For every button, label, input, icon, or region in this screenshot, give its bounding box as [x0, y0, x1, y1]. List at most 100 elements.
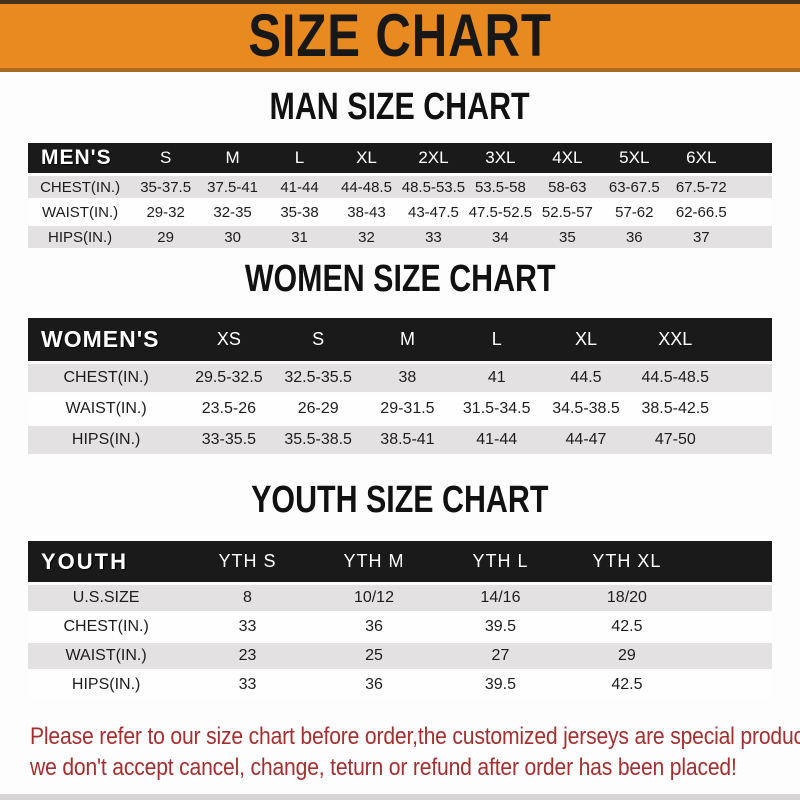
womens-column-header: S	[273, 318, 363, 361]
cell-value: 23	[184, 643, 311, 669]
cell-value: 29	[563, 643, 691, 669]
cell-value: 35	[533, 226, 601, 248]
womens-section-heading-text: WOMEN SIZE CHART	[244, 258, 556, 300]
mens-table-row: HIPS(IN.) 29 30 31 32 33 34 35 36 37	[28, 226, 772, 248]
spacer-cell	[734, 176, 772, 198]
cell-value: 32	[333, 226, 400, 248]
cell-value: 26-29	[273, 395, 363, 423]
mens-size-table: MEN'S S M L XL 2XL 3XL 4XL 5XL 6XL CHEST(IN.) 35-37…	[28, 140, 772, 251]
cell-value: 41-44	[266, 176, 334, 198]
womens-size-section: WOMEN SIZE CHART WOMEN'S XS S M L XL XXL CHEST(I…	[28, 258, 772, 457]
womens-column-header: XXL	[630, 318, 720, 361]
cell-value: 34	[466, 226, 534, 248]
womens-table-row: HIPS(IN.) 33-35.5 35.5-38.5 38.5-41 41-44 44-…	[28, 426, 772, 454]
youth-section-heading-text: YOUTH SIZE CHART	[251, 479, 549, 521]
disclaimer-line-2: we don't accept cancel, change, teturn o…	[30, 754, 737, 781]
spacer-cell	[719, 318, 772, 361]
womens-section-heading: WOMEN SIZE CHART	[28, 258, 772, 300]
cell-value: 29.5-32.5	[184, 364, 274, 392]
youth-column-header: YTH XL	[563, 541, 691, 582]
cell-value: 67.5-72	[667, 176, 735, 198]
youth-table-header-row: YOUTH YTH S YTH M YTH L YTH XL	[28, 541, 772, 582]
spacer-cell	[734, 226, 772, 248]
womens-table-row: CHEST(IN.) 29.5-32.5 32.5-35.5 38 41 44.5 44.5…	[28, 364, 772, 392]
cell-value: 27	[437, 643, 564, 669]
spacer-cell	[734, 201, 772, 223]
womens-size-table: WOMEN'S XS S M L XL XXL CHEST(IN.) 29.5-32.5 32.5…	[28, 315, 772, 457]
size-charts: MAN SIZE CHART MEN'S S M L XL 2XL 3XL 4XL 5XL 6XL C…	[28, 86, 772, 701]
cell-value: 35-37.5	[132, 176, 200, 198]
row-label: CHEST(IN.)	[28, 176, 133, 198]
cell-value: 29	[132, 226, 200, 248]
cell-value: 30	[199, 226, 267, 248]
cell-value: 14/16	[437, 585, 564, 611]
cell-value: 47-50	[630, 426, 720, 454]
cell-value: 48.5-53.5	[399, 176, 467, 198]
cell-value: 35-38	[266, 201, 334, 223]
row-label: HIPS(IN.)	[28, 226, 133, 248]
womens-column-header: XL	[541, 318, 631, 361]
page-title: SIZE CHART	[248, 2, 552, 69]
spacer-cell	[719, 395, 772, 423]
womens-column-header: L	[452, 318, 542, 361]
cell-value: 42.5	[563, 672, 691, 698]
mens-column-header: 5XL	[600, 143, 668, 173]
cell-value: 44-48.5	[333, 176, 400, 198]
cell-value: 33	[184, 614, 311, 640]
spacer-cell	[734, 143, 772, 173]
cell-value: 33	[184, 672, 311, 698]
mens-section-heading: MAN SIZE CHART	[28, 86, 772, 128]
cell-value: 36	[600, 226, 668, 248]
cell-value: 32-35	[199, 201, 267, 223]
cell-value: 36	[310, 672, 438, 698]
youth-column-header: YTH M	[310, 541, 438, 582]
cell-value: 23.5-26	[184, 395, 274, 423]
cell-value: 44-47	[541, 426, 631, 454]
spacer-cell	[719, 364, 772, 392]
cell-value: 39.5	[437, 614, 564, 640]
youth-size-section: YOUTH SIZE CHART YOUTH YTH S YTH M YTH L YTH …	[28, 479, 772, 701]
cell-value: 41	[452, 364, 542, 392]
mens-column-header: 6XL	[667, 143, 735, 173]
cell-value: 18/20	[563, 585, 691, 611]
mens-column-header: 3XL	[466, 143, 534, 173]
cell-value: 38	[362, 364, 453, 392]
cell-value: 38.5-41	[362, 426, 453, 454]
spacer-cell	[690, 643, 772, 669]
mens-table-header-row: MEN'S S M L XL 2XL 3XL 4XL 5XL 6XL	[28, 143, 772, 173]
womens-table-row: WAIST(IN.) 23.5-26 26-29 29-31.5 31.5-34.5 34…	[28, 395, 772, 423]
cell-value: 62-66.5	[667, 201, 735, 223]
mens-column-header: L	[266, 143, 334, 173]
row-label: WAIST(IN.)	[28, 643, 185, 669]
cell-value: 37	[667, 226, 735, 248]
womens-column-header: M	[362, 318, 453, 361]
row-label: WAIST(IN.)	[28, 201, 133, 223]
row-label: CHEST(IN.)	[28, 614, 185, 640]
cell-value: 33-35.5	[184, 426, 274, 454]
mens-column-header: 4XL	[533, 143, 601, 173]
mens-size-section: MAN SIZE CHART MEN'S S M L XL 2XL 3XL 4XL 5XL 6XL C…	[28, 86, 772, 251]
cell-value: 37.5-41	[199, 176, 267, 198]
cell-value: 63-67.5	[600, 176, 668, 198]
cell-value: 34.5-38.5	[541, 395, 631, 423]
cell-value: 31.5-34.5	[452, 395, 542, 423]
cell-value: 31	[266, 226, 334, 248]
mens-section-heading-text: MAN SIZE CHART	[269, 86, 531, 128]
cell-value: 8	[184, 585, 311, 611]
youth-table-row: WAIST(IN.) 23 25 27 29	[28, 643, 772, 669]
cell-value: 53.5-58	[466, 176, 534, 198]
womens-column-header: XS	[184, 318, 274, 361]
cell-value: 57-62	[600, 201, 668, 223]
womens-table-title: WOMEN'S	[28, 318, 185, 361]
youth-column-header: YTH S	[184, 541, 311, 582]
cell-value: 44.5-48.5	[630, 364, 720, 392]
mens-column-header: S	[132, 143, 200, 173]
cell-value: 39.5	[437, 672, 564, 698]
size-chart-banner: SIZE CHART	[0, 0, 800, 72]
disclaimer-line-1: Please refer to our size chart before or…	[30, 723, 800, 750]
womens-table-header-row: WOMEN'S XS S M L XL XXL	[28, 318, 772, 361]
cell-value: 38.5-42.5	[630, 395, 720, 423]
spacer-cell	[690, 585, 772, 611]
bottom-edge-strip	[0, 794, 800, 800]
cell-value: 38-43	[333, 201, 400, 223]
